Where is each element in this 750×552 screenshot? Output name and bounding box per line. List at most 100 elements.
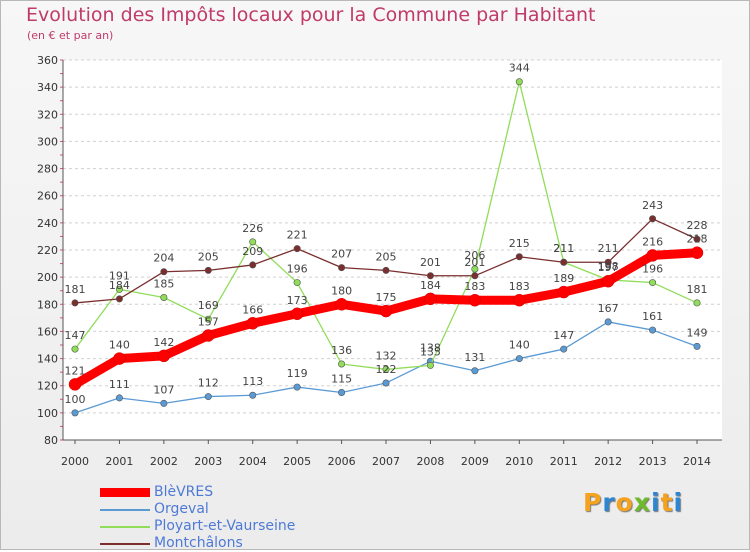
data-label: 142: [153, 336, 174, 349]
logo-letter: i: [673, 488, 684, 517]
data-point: [290, 307, 304, 321]
logo-letter: t: [660, 488, 674, 517]
data-label: 201: [420, 256, 441, 269]
data-label: 175: [376, 291, 397, 304]
data-point: [557, 285, 570, 299]
data-label: 113: [242, 375, 263, 388]
x-tick-label: 2002: [150, 455, 178, 468]
y-tick-label: 180: [37, 298, 58, 311]
data-label: 140: [509, 339, 530, 352]
y-tick-label: 80: [44, 434, 58, 447]
data-point: [382, 379, 390, 387]
data-point: [338, 360, 346, 368]
data-point: [468, 293, 482, 307]
data-label: 147: [65, 329, 86, 342]
data-point: [471, 367, 479, 375]
data-label: 161: [642, 310, 663, 323]
data-label: 115: [331, 373, 352, 386]
data-point: [113, 352, 126, 365]
data-point: [382, 266, 390, 274]
y-tick-label: 220: [37, 244, 58, 257]
data-point: [426, 272, 434, 280]
data-label: 344: [509, 62, 530, 75]
data-label: 184: [109, 279, 130, 292]
y-tick-label: 120: [37, 380, 58, 393]
data-label: 112: [198, 377, 219, 390]
data-point: [249, 238, 257, 246]
data-label: 132: [376, 349, 397, 362]
data-label: 131: [464, 351, 485, 364]
data-label: 209: [242, 245, 263, 258]
x-tick-label: 2007: [372, 455, 400, 468]
y-tick-label: 320: [37, 108, 58, 121]
data-point: [560, 258, 568, 266]
data-point: [649, 279, 657, 287]
legend-label: Montchâlons: [154, 535, 243, 551]
x-tick-label: 2004: [239, 455, 267, 468]
data-point: [157, 349, 171, 363]
data-point: [693, 299, 701, 307]
data-label: 119: [287, 367, 308, 380]
data-point: [382, 365, 390, 373]
data-label: 205: [198, 250, 219, 263]
y-tick-label: 260: [37, 190, 58, 203]
data-label: 211: [553, 242, 574, 255]
data-point: [293, 279, 301, 287]
legend-label: Ployart-et-Vaurseine: [154, 518, 296, 534]
data-label: 100: [65, 393, 86, 406]
y-tick-label: 340: [37, 81, 58, 94]
data-label: 136: [331, 344, 352, 357]
x-tick-label: 2003: [194, 455, 222, 468]
data-point: [560, 345, 568, 353]
data-label: 180: [331, 284, 352, 297]
data-point: [71, 345, 79, 353]
data-label: 185: [153, 278, 174, 291]
data-point: [115, 285, 123, 293]
data-point: [115, 394, 123, 402]
data-point: [515, 355, 523, 363]
data-label: 183: [509, 280, 530, 293]
data-point: [249, 391, 257, 399]
data-label: 183: [464, 280, 485, 293]
data-label: 173: [287, 294, 308, 307]
data-point: [202, 329, 215, 342]
x-tick-label: 2014: [683, 455, 711, 468]
data-point: [604, 318, 612, 326]
data-label: 211: [598, 242, 619, 255]
y-tick-label: 240: [37, 217, 58, 230]
data-label: 181: [687, 283, 708, 296]
data-point: [649, 215, 657, 223]
logo-letter: i: [651, 488, 661, 517]
data-label: 218: [687, 233, 708, 246]
data-label: 196: [642, 263, 663, 276]
logo-letter: P: [583, 488, 603, 517]
data-point: [513, 293, 526, 307]
data-label: 215: [509, 237, 530, 250]
data-point: [646, 249, 659, 262]
logo-letter: r: [602, 488, 616, 517]
data-point: [71, 409, 79, 417]
data-label: 181: [65, 283, 86, 296]
data-point: [426, 361, 434, 369]
x-tick-label: 2010: [505, 455, 533, 468]
data-point: [604, 258, 612, 266]
data-point: [471, 272, 479, 280]
y-tick-label: 100: [37, 407, 58, 420]
y-tick-label: 140: [37, 353, 58, 366]
data-label: 167: [598, 302, 619, 315]
data-point: [204, 315, 212, 323]
x-tick-label: 2011: [550, 455, 578, 468]
x-tick-label: 2005: [283, 455, 311, 468]
data-label: 221: [287, 229, 308, 242]
data-label: 157: [198, 316, 219, 329]
data-label: 207: [331, 248, 352, 261]
data-label: 228: [687, 219, 708, 232]
y-tick-label: 160: [37, 325, 58, 338]
data-label: 189: [553, 272, 574, 285]
data-point: [204, 393, 212, 401]
data-point: [338, 264, 346, 272]
data-point: [471, 265, 479, 273]
legend-label: BlèVRES: [154, 484, 214, 500]
data-label: 169: [198, 299, 219, 312]
